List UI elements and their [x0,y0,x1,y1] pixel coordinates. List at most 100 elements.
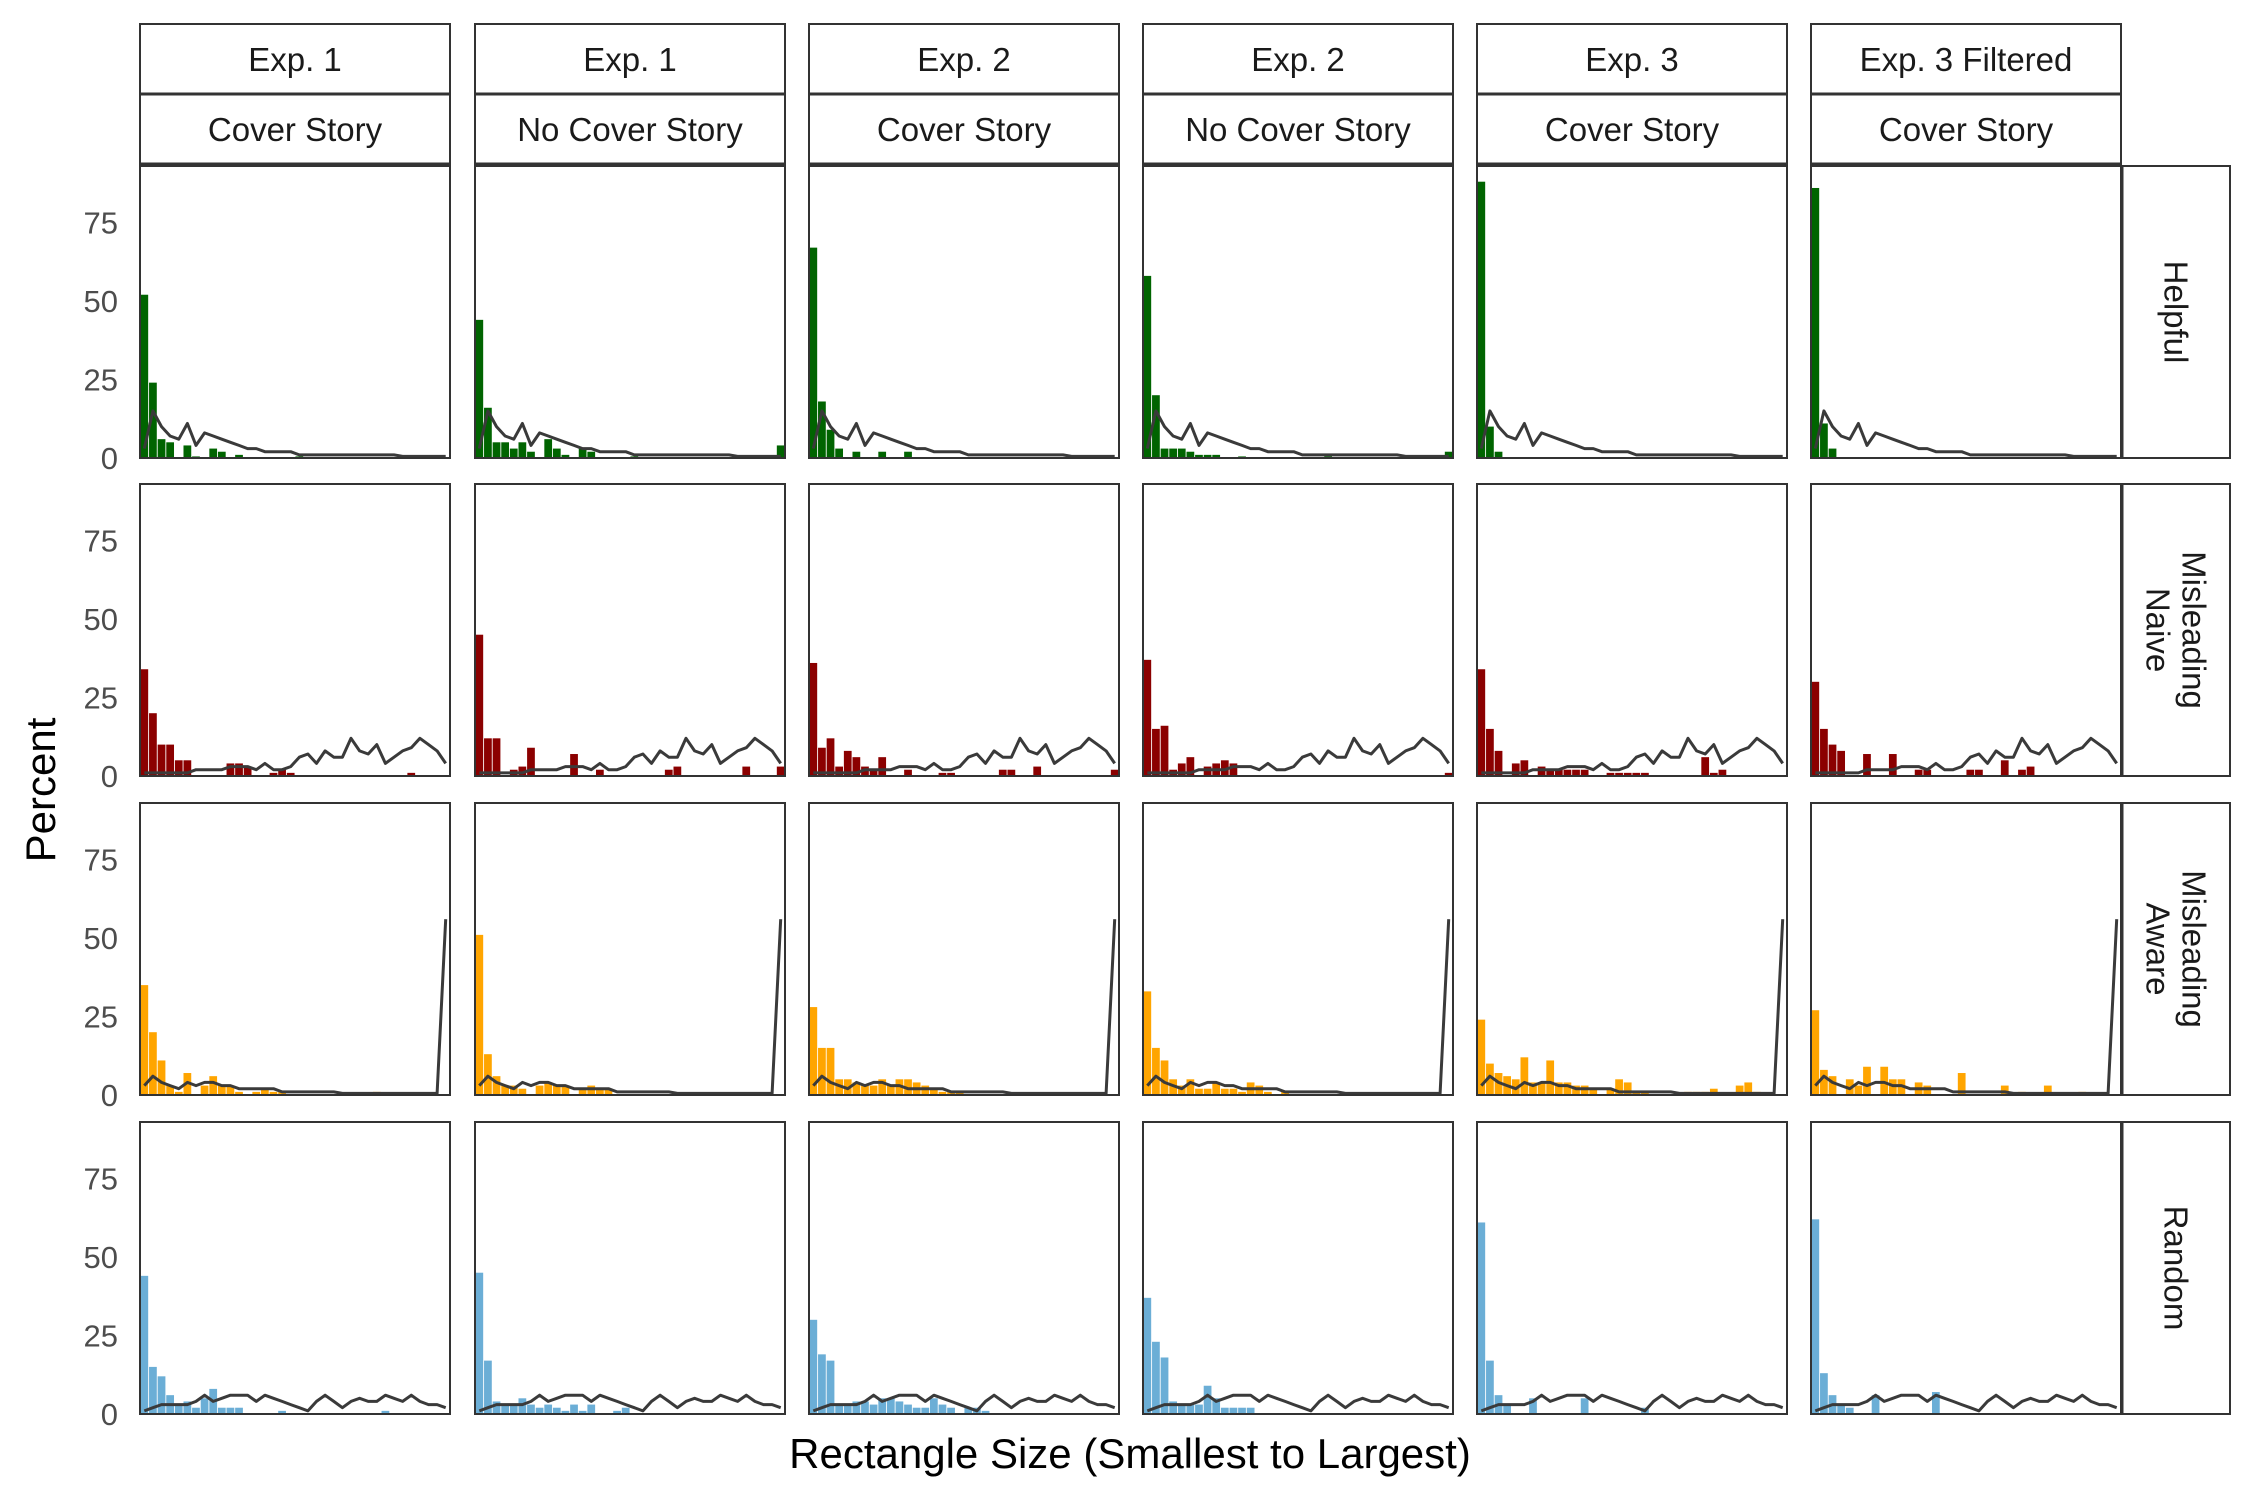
bar [492,1076,501,1095]
reference-line [1480,919,1785,1095]
bar [921,1407,930,1414]
column-strip-condition-label: Cover Story [208,111,383,148]
bar [544,1404,553,1414]
bar [1255,1085,1264,1095]
bar [1888,1079,1897,1095]
bar [869,1085,878,1095]
bar [1615,772,1623,776]
bar [1110,769,1119,776]
bar [1709,1088,1718,1095]
bar [235,763,243,776]
bar [1169,448,1178,458]
panel-border [1142,1121,1454,1415]
reference-line [479,736,782,775]
bar [673,766,682,776]
bar [140,1275,149,1414]
bar [166,1085,175,1095]
bar [1880,1066,1889,1095]
bar [475,1272,484,1414]
panel-border [808,165,1120,459]
bar [570,1404,578,1414]
bar [1837,1404,1846,1414]
bar [484,738,492,776]
panel-background [475,803,785,1095]
bar [278,1091,286,1095]
bar [174,1404,183,1414]
bar [183,1401,192,1414]
bar [1143,1297,1152,1414]
bar [509,1085,518,1095]
reference-line [1815,736,2118,775]
bar [174,1091,183,1095]
bar [1143,659,1152,776]
bar [1229,1088,1238,1095]
row-strip-label: Naive [2140,588,2177,672]
bar [183,445,192,458]
bar [561,1410,570,1414]
panel-row1-col0 [139,483,451,777]
column-strip-experiment [139,23,451,95]
bar [1152,1047,1160,1095]
bar [904,769,912,776]
panel-row2-col5 [1810,802,2122,1096]
row-strip [2121,802,2231,1096]
reference-line [811,409,1115,458]
bar [140,985,149,1095]
panel-row2-col4 [1476,802,1788,1096]
bar [492,442,501,458]
reference-line [1146,919,1451,1095]
bar [861,1085,869,1095]
reference-line [478,1393,782,1413]
reference-line [1479,409,1783,458]
bar [587,451,596,458]
bar [1503,1404,1512,1414]
bar [1811,1219,1820,1414]
bar [852,757,861,776]
reference-line [143,1393,447,1413]
panel-background [1143,1122,1453,1414]
bar [475,634,484,776]
bar [1580,1085,1589,1095]
panel-background [809,484,1119,776]
bar [809,662,818,776]
bar [835,1404,844,1414]
reference-line [1814,1393,2118,1413]
panel-background [1811,166,2121,458]
bar [809,247,818,458]
panel-border [474,1121,786,1415]
bar [938,1091,947,1095]
row-strip [2121,1121,2231,1415]
bar [518,766,527,776]
panel-background [809,803,1119,1095]
bar [1606,772,1615,776]
reference-line [144,736,447,775]
bar [140,294,149,458]
bar [578,1410,587,1414]
bar [1828,1076,1837,1095]
panel-row2-col0 [139,802,451,1096]
bar [1486,1063,1494,1095]
bar [1186,1404,1195,1414]
column-strip-condition [1142,93,1454,165]
bar [157,744,166,776]
bar [1572,1085,1580,1095]
bar [861,1401,869,1414]
bar [243,766,252,776]
bar [1160,725,1169,776]
bar [1820,728,1828,776]
bar [1820,423,1828,458]
bar [1811,681,1820,776]
reference-line [142,409,446,458]
bar [1212,1082,1221,1095]
bar [809,1007,818,1095]
bar [157,1060,166,1095]
panel-background [140,1122,450,1414]
column-strip-condition [1476,93,1788,165]
bar [869,769,878,776]
bar [501,1085,510,1095]
column-strip-experiment [474,23,786,95]
y-tick-label: 25 [84,363,118,398]
bar [561,454,570,458]
bar [149,1366,157,1414]
